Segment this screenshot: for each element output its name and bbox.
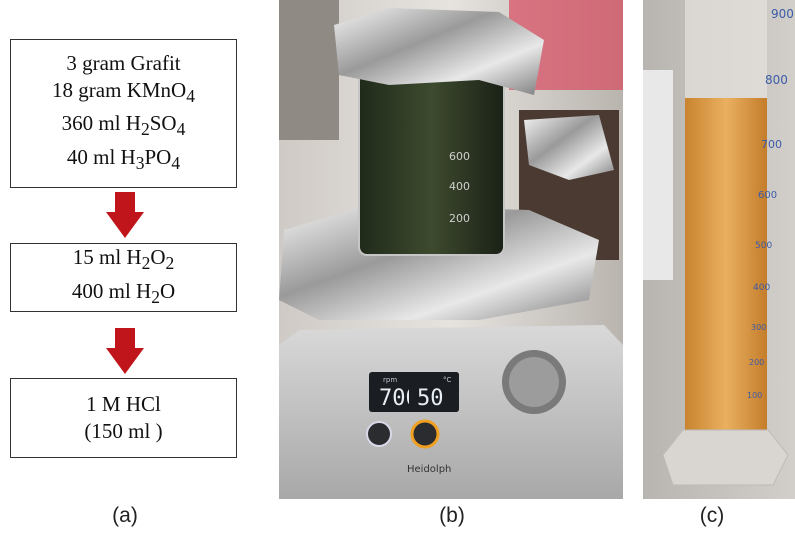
beaker-mark: 400 [449,180,470,193]
caption-a: (a) [112,504,138,527]
beaker-mark: 200 [449,212,470,225]
caption-b: (b) [439,504,465,527]
cylinder-mark: 700 [761,138,782,151]
temperature-unit: °C [443,376,452,384]
step3-box: 1 M HCl (150 ml ) [10,378,237,458]
step1-line3: 360 ml H2SO4 [61,111,186,140]
cylinder-mark: 200 [749,358,764,367]
step1-line4: 40 ml H3PO4 [66,144,181,173]
caption-c: (c) [699,504,725,527]
cylinder-mark: 500 [755,241,772,251]
stirrer-photo: 600 400 200 700 rpm 50 °C Heidolph [279,0,623,499]
step2-line1: 15 ml H2O2 [72,245,175,274]
step3-line2: (150 ml ) [84,419,163,443]
temperature-readout: 50 [417,386,444,411]
speed-unit: rpm [383,376,397,384]
step3-line1: 1 M HCl [86,392,161,416]
cylinder-mark: 400 [753,283,770,293]
step2-box: 15 ml H2O2 400 ml H2O [10,243,237,312]
step1-box: 3 gram Grafit 18 gram KMnO4 360 ml H2SO4… [10,39,237,188]
step1-line1: 3 gram Grafit [66,51,181,76]
cylinder-mark: 100 [747,391,762,400]
cylinder-mark: 900 [771,7,794,21]
cylinder-mark: 300 [751,323,766,332]
cylinder-mark: 600 [758,190,777,201]
step2-line2: 400 ml H2O [71,278,176,307]
cylinder-mark: 800 [765,73,788,87]
cylinder-photo: 900 800 700 600 500 400 300 200 100 [643,0,795,499]
step1-line2: 18 gram KMnO4 [52,78,195,107]
brand-label: Heidolph [407,464,451,475]
beaker-mark: 600 [449,150,470,163]
down-arrow-icon [106,328,144,374]
down-arrow-icon [106,192,144,238]
